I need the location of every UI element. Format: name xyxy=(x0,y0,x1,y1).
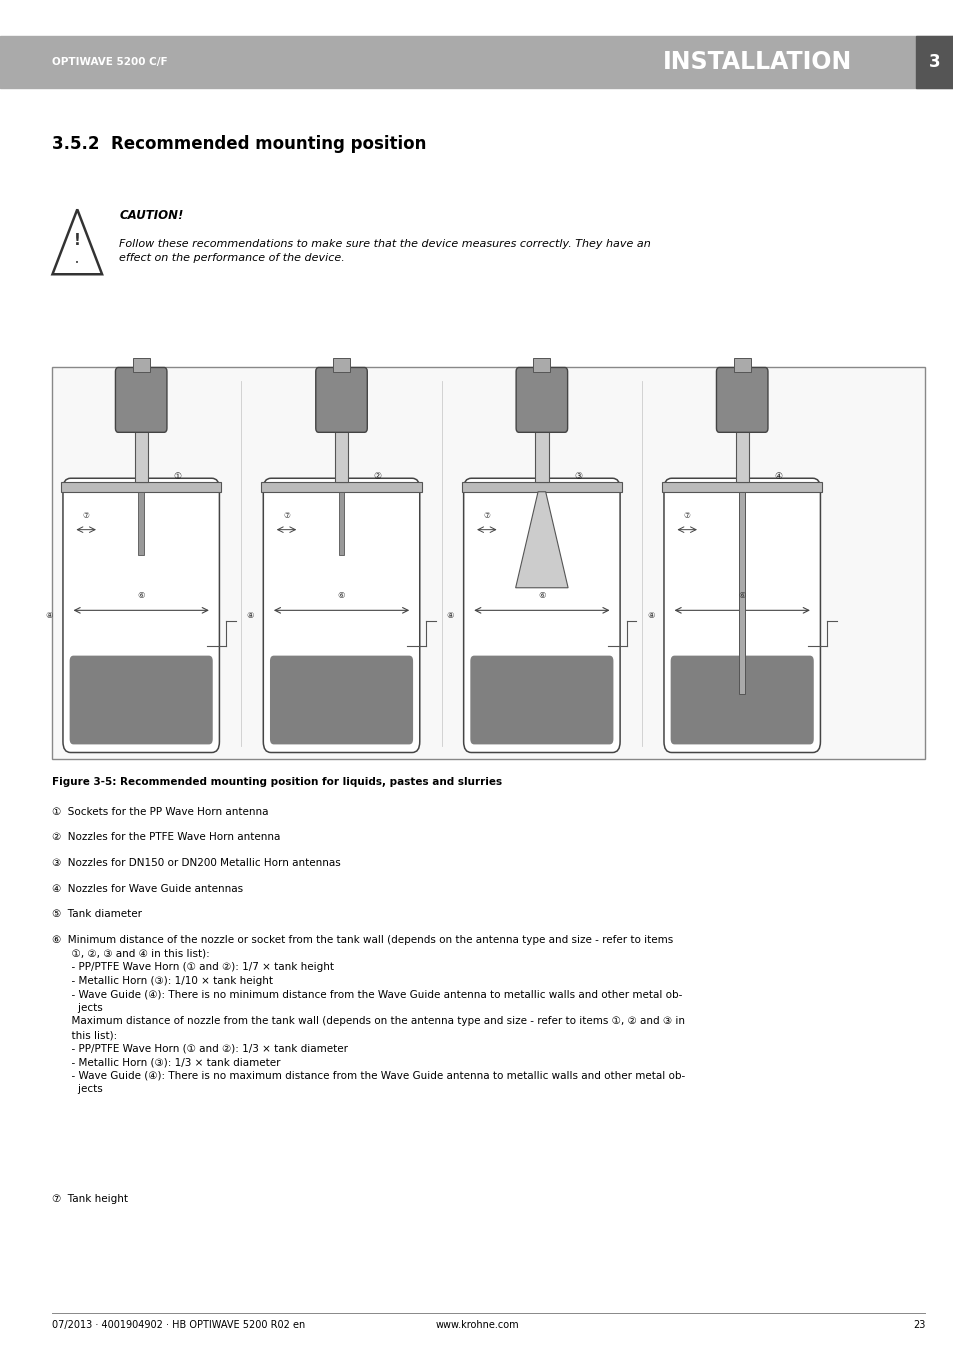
Text: ⑤  Tank diameter: ⑤ Tank diameter xyxy=(52,909,142,919)
Bar xyxy=(915,36,953,88)
Text: ①: ① xyxy=(173,473,181,481)
FancyBboxPatch shape xyxy=(716,367,767,432)
Text: •: • xyxy=(75,259,79,266)
Bar xyxy=(132,358,150,372)
FancyBboxPatch shape xyxy=(315,367,367,432)
Bar xyxy=(535,428,548,482)
Text: ③  Nozzles for DN150 or DN200 Metallic Horn antennas: ③ Nozzles for DN150 or DN200 Metallic Ho… xyxy=(52,858,341,867)
Bar xyxy=(461,482,621,492)
Text: ⑦: ⑦ xyxy=(483,511,490,520)
Text: 3: 3 xyxy=(928,53,940,72)
Text: ⑦  Tank height: ⑦ Tank height xyxy=(52,1194,129,1204)
Bar xyxy=(61,482,221,492)
Text: Follow these recommendations to make sure that the device measures correctly. Th: Follow these recommendations to make sur… xyxy=(119,239,650,263)
Bar xyxy=(661,482,821,492)
Text: ①  Sockets for the PP Wave Horn antenna: ① Sockets for the PP Wave Horn antenna xyxy=(52,807,269,816)
Text: INSTALLATION: INSTALLATION xyxy=(662,50,851,74)
Bar xyxy=(739,492,744,694)
Text: ⑥: ⑥ xyxy=(337,590,345,600)
Bar xyxy=(533,358,550,372)
Bar xyxy=(138,492,144,555)
FancyBboxPatch shape xyxy=(70,655,213,744)
Text: ⑥  Minimum distance of the nozzle or socket from the tank wall (depends on the a: ⑥ Minimum distance of the nozzle or sock… xyxy=(52,935,685,1094)
Text: ④  Nozzles for Wave Guide antennas: ④ Nozzles for Wave Guide antennas xyxy=(52,884,243,893)
Text: ⑥: ⑥ xyxy=(537,590,545,600)
Text: ⑧: ⑧ xyxy=(246,611,253,620)
FancyBboxPatch shape xyxy=(463,478,619,753)
FancyBboxPatch shape xyxy=(263,478,419,753)
Bar xyxy=(335,428,348,482)
Text: ⑧: ⑧ xyxy=(46,611,53,620)
Bar xyxy=(735,428,748,482)
Text: ⑧: ⑧ xyxy=(446,611,454,620)
Bar xyxy=(333,358,350,372)
Bar xyxy=(52,367,924,759)
FancyBboxPatch shape xyxy=(670,655,813,744)
Text: ⑦: ⑦ xyxy=(83,511,90,520)
Text: !: ! xyxy=(73,232,81,249)
Text: www.krohne.com: www.krohne.com xyxy=(435,1320,518,1329)
Polygon shape xyxy=(515,492,567,588)
Text: ⑦: ⑦ xyxy=(683,511,690,520)
Text: ⑥: ⑥ xyxy=(738,590,745,600)
FancyBboxPatch shape xyxy=(270,655,413,744)
Text: 23: 23 xyxy=(912,1320,924,1329)
Text: ④: ④ xyxy=(774,473,781,481)
Bar xyxy=(0,36,953,88)
Text: ⑧: ⑧ xyxy=(646,611,654,620)
FancyBboxPatch shape xyxy=(663,478,820,753)
Text: ②: ② xyxy=(374,473,381,481)
FancyBboxPatch shape xyxy=(470,655,613,744)
FancyBboxPatch shape xyxy=(115,367,167,432)
Text: ⑦: ⑦ xyxy=(283,511,290,520)
Text: CAUTION!: CAUTION! xyxy=(119,209,183,223)
Bar xyxy=(134,428,148,482)
Text: ③: ③ xyxy=(574,473,581,481)
Text: 3.5.2  Recommended mounting position: 3.5.2 Recommended mounting position xyxy=(52,135,426,153)
Text: OPTIWAVE 5200 C/F: OPTIWAVE 5200 C/F xyxy=(52,57,168,68)
FancyBboxPatch shape xyxy=(63,478,219,753)
Bar xyxy=(261,482,421,492)
Text: ⑥: ⑥ xyxy=(137,590,145,600)
FancyBboxPatch shape xyxy=(516,367,567,432)
Bar xyxy=(338,492,344,555)
Text: ②  Nozzles for the PTFE Wave Horn antenna: ② Nozzles for the PTFE Wave Horn antenna xyxy=(52,832,280,842)
Text: Figure 3-5: Recommended mounting position for liquids, pastes and slurries: Figure 3-5: Recommended mounting positio… xyxy=(52,777,502,786)
Text: 07/2013 · 4001904902 · HB OPTIWAVE 5200 R02 en: 07/2013 · 4001904902 · HB OPTIWAVE 5200 … xyxy=(52,1320,305,1329)
Bar xyxy=(733,358,750,372)
